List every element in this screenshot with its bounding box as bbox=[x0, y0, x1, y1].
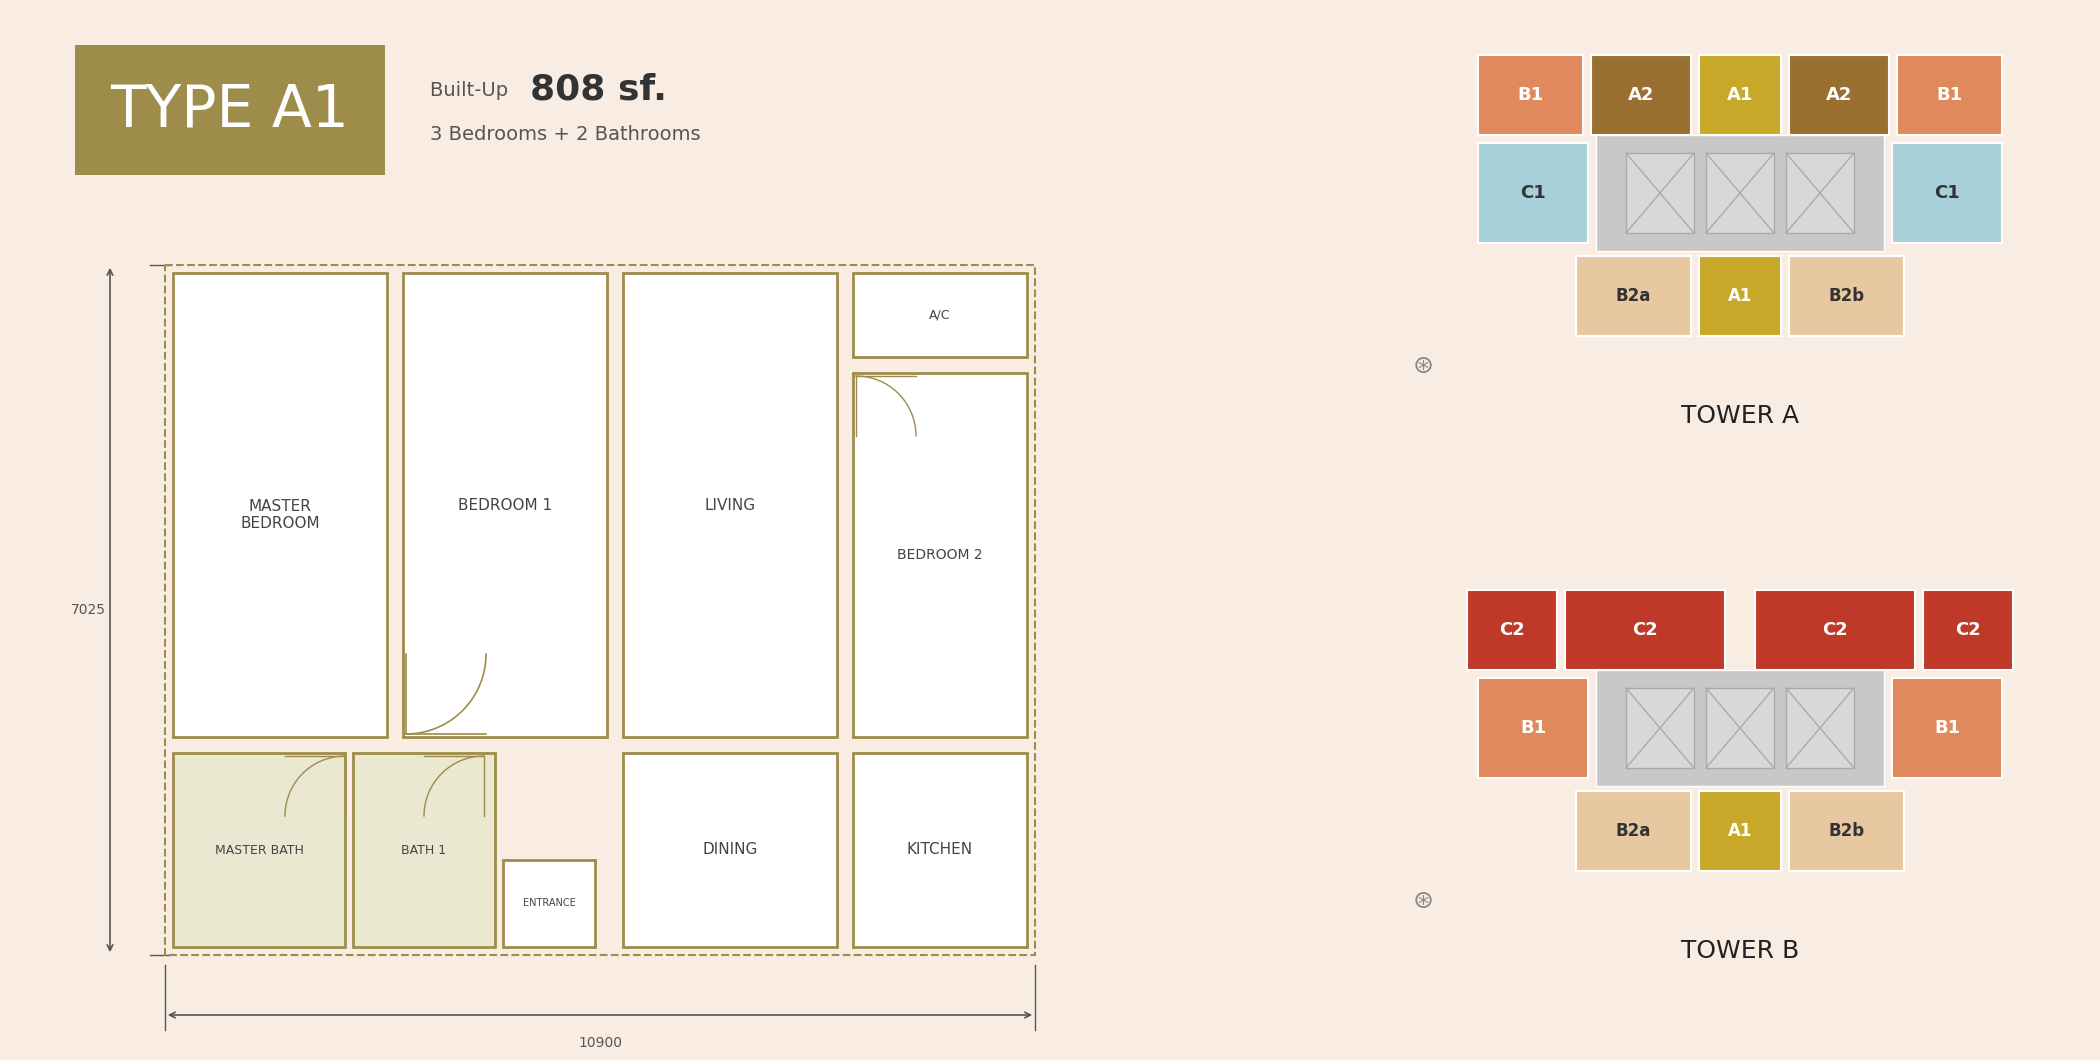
Text: TYPE A1: TYPE A1 bbox=[111, 82, 349, 139]
Text: A2: A2 bbox=[1628, 86, 1655, 104]
Bar bbox=[1705, 688, 1774, 768]
Bar bbox=[1892, 678, 2001, 778]
Text: C2: C2 bbox=[1823, 621, 1848, 639]
Text: ⊛: ⊛ bbox=[1413, 889, 1434, 913]
Bar bbox=[1596, 670, 1884, 787]
Text: A1: A1 bbox=[1728, 287, 1751, 305]
Text: MASTER BATH: MASTER BATH bbox=[214, 844, 302, 856]
Bar bbox=[1924, 590, 2014, 670]
Bar bbox=[1699, 257, 1781, 336]
Bar bbox=[1468, 590, 1556, 670]
Text: KITCHEN: KITCHEN bbox=[907, 843, 972, 858]
Bar bbox=[1789, 791, 1905, 871]
Text: A2: A2 bbox=[1825, 86, 1852, 104]
Bar bbox=[172, 753, 344, 947]
Text: B1: B1 bbox=[1520, 719, 1546, 737]
Text: BEDROOM 2: BEDROOM 2 bbox=[897, 548, 983, 562]
Bar bbox=[1892, 143, 2001, 243]
Bar bbox=[1789, 55, 1890, 135]
Bar bbox=[624, 273, 838, 737]
Text: LIVING: LIVING bbox=[704, 497, 756, 512]
Bar bbox=[172, 273, 386, 737]
Bar bbox=[1478, 678, 1588, 778]
Bar bbox=[1625, 153, 1695, 233]
Bar bbox=[1592, 55, 1690, 135]
Bar bbox=[1896, 55, 2001, 135]
Text: BEDROOM 1: BEDROOM 1 bbox=[458, 497, 552, 512]
Text: A1: A1 bbox=[1728, 822, 1751, 840]
Text: C2: C2 bbox=[1632, 621, 1657, 639]
Text: A/C: A/C bbox=[928, 308, 951, 321]
Bar bbox=[1478, 55, 1583, 135]
Bar bbox=[403, 273, 607, 737]
Text: 10900: 10900 bbox=[578, 1036, 622, 1050]
Text: BATH 1: BATH 1 bbox=[401, 844, 447, 856]
Bar bbox=[166, 265, 1035, 955]
Text: ENTRANCE: ENTRANCE bbox=[523, 899, 575, 908]
Text: Built-Up: Built-Up bbox=[430, 81, 514, 100]
Text: TOWER A: TOWER A bbox=[1680, 404, 1800, 428]
Bar bbox=[504, 860, 594, 947]
Text: B2a: B2a bbox=[1615, 287, 1651, 305]
Bar bbox=[1699, 791, 1781, 871]
Text: TOWER B: TOWER B bbox=[1680, 939, 1800, 962]
Text: B2b: B2b bbox=[1829, 822, 1865, 840]
Text: ⊛: ⊛ bbox=[1413, 354, 1434, 378]
Bar bbox=[1756, 590, 1915, 670]
Text: B1: B1 bbox=[1934, 719, 1959, 737]
Bar bbox=[1625, 688, 1695, 768]
Text: C2: C2 bbox=[1499, 621, 1525, 639]
Bar bbox=[1478, 143, 1588, 243]
Text: B2a: B2a bbox=[1615, 822, 1651, 840]
Text: C1: C1 bbox=[1520, 184, 1546, 202]
Bar bbox=[624, 753, 838, 947]
Bar bbox=[1699, 55, 1781, 135]
Bar bbox=[853, 753, 1027, 947]
Text: 7025: 7025 bbox=[71, 603, 105, 617]
Bar bbox=[1705, 153, 1774, 233]
Bar bbox=[1596, 135, 1884, 251]
Bar bbox=[1564, 590, 1724, 670]
Bar bbox=[1785, 688, 1854, 768]
Text: A1: A1 bbox=[1726, 86, 1753, 104]
Bar bbox=[353, 753, 496, 947]
Text: B1: B1 bbox=[1936, 86, 1964, 104]
Text: B1: B1 bbox=[1518, 86, 1544, 104]
Text: 3 Bedrooms + 2 Bathrooms: 3 Bedrooms + 2 Bathrooms bbox=[430, 125, 701, 144]
Text: MASTER
BEDROOM: MASTER BEDROOM bbox=[239, 499, 319, 531]
Bar bbox=[1785, 153, 1854, 233]
Bar bbox=[853, 373, 1027, 737]
Text: DINING: DINING bbox=[701, 843, 758, 858]
Bar bbox=[853, 273, 1027, 357]
Bar bbox=[1575, 791, 1690, 871]
Bar bbox=[1575, 257, 1690, 336]
Bar bbox=[1789, 257, 1905, 336]
Text: C1: C1 bbox=[1934, 184, 1959, 202]
Bar bbox=[76, 45, 384, 175]
Text: C2: C2 bbox=[1955, 621, 1980, 639]
Text: 808 sf.: 808 sf. bbox=[529, 73, 668, 107]
Text: B2b: B2b bbox=[1829, 287, 1865, 305]
